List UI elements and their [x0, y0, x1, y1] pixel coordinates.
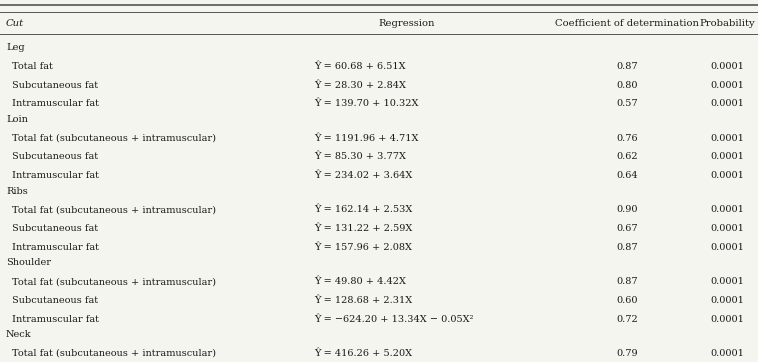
Text: 0.0001: 0.0001	[711, 134, 744, 143]
Text: Leg: Leg	[6, 43, 25, 52]
Text: 0.0001: 0.0001	[711, 277, 744, 286]
Text: Ŷ = 49.80 + 4.42X: Ŷ = 49.80 + 4.42X	[315, 277, 406, 286]
Text: Subcutaneous fat: Subcutaneous fat	[12, 224, 99, 233]
Text: Shoulder: Shoulder	[6, 258, 51, 267]
Text: Ŷ = 139.70 + 10.32X: Ŷ = 139.70 + 10.32X	[315, 100, 419, 109]
Text: 0.76: 0.76	[616, 134, 638, 143]
Text: 0.0001: 0.0001	[711, 349, 744, 358]
Text: 0.0001: 0.0001	[711, 62, 744, 71]
Text: Coefficient of determination: Coefficient of determination	[556, 19, 699, 28]
Text: 0.0001: 0.0001	[711, 81, 744, 90]
Text: 0.64: 0.64	[616, 171, 638, 180]
Text: Probability: Probability	[700, 19, 756, 28]
Text: Ŷ = 60.68 + 6.51X: Ŷ = 60.68 + 6.51X	[315, 62, 406, 71]
Text: Ribs: Ribs	[6, 186, 28, 195]
Text: Ŷ = 128.68 + 2.31X: Ŷ = 128.68 + 2.31X	[315, 296, 413, 305]
Text: 0.57: 0.57	[616, 100, 638, 109]
Text: Ŷ = 1191.96 + 4.71X: Ŷ = 1191.96 + 4.71X	[315, 134, 419, 143]
Text: Ŷ = −624.20 + 13.34X − 0.05X²: Ŷ = −624.20 + 13.34X − 0.05X²	[315, 315, 474, 324]
Text: Ŷ = 157.96 + 2.08X: Ŷ = 157.96 + 2.08X	[315, 243, 412, 252]
Text: Subcutaneous fat: Subcutaneous fat	[12, 81, 99, 90]
Text: Ŷ = 85.30 + 3.77X: Ŷ = 85.30 + 3.77X	[315, 152, 406, 161]
Text: 0.60: 0.60	[616, 296, 638, 305]
Text: 0.87: 0.87	[616, 62, 638, 71]
Text: Intramuscular fat: Intramuscular fat	[12, 243, 99, 252]
Text: Ŷ = 162.14 + 2.53X: Ŷ = 162.14 + 2.53X	[315, 205, 413, 214]
Text: Total fat (subcutaneous + intramuscular): Total fat (subcutaneous + intramuscular)	[12, 134, 216, 143]
Text: Neck: Neck	[6, 330, 32, 339]
Text: Subcutaneous fat: Subcutaneous fat	[12, 152, 99, 161]
Text: 0.79: 0.79	[616, 349, 638, 358]
Text: Total fat (subcutaneous + intramuscular): Total fat (subcutaneous + intramuscular)	[12, 349, 216, 358]
Text: 0.0001: 0.0001	[711, 152, 744, 161]
Text: 0.0001: 0.0001	[711, 243, 744, 252]
Text: Ŷ = 131.22 + 2.59X: Ŷ = 131.22 + 2.59X	[315, 224, 413, 233]
Text: 0.72: 0.72	[616, 315, 638, 324]
Text: Intramuscular fat: Intramuscular fat	[12, 171, 99, 180]
Text: Subcutaneous fat: Subcutaneous fat	[12, 296, 99, 305]
Text: 0.0001: 0.0001	[711, 171, 744, 180]
Text: 0.80: 0.80	[616, 81, 638, 90]
Text: 0.0001: 0.0001	[711, 315, 744, 324]
Text: 0.0001: 0.0001	[711, 205, 744, 214]
Text: 0.87: 0.87	[616, 243, 638, 252]
Text: Intramuscular fat: Intramuscular fat	[12, 315, 99, 324]
Text: Intramuscular fat: Intramuscular fat	[12, 100, 99, 109]
Text: Loin: Loin	[6, 115, 28, 124]
Text: Ŷ = 416.26 + 5.20X: Ŷ = 416.26 + 5.20X	[315, 349, 412, 358]
Text: 0.67: 0.67	[616, 224, 638, 233]
Text: Total fat: Total fat	[12, 62, 53, 71]
Text: 0.90: 0.90	[616, 205, 638, 214]
Text: Regression: Regression	[378, 19, 435, 28]
Text: Ŷ = 28.30 + 2.84X: Ŷ = 28.30 + 2.84X	[315, 81, 406, 90]
Text: Ŷ = 234.02 + 3.64X: Ŷ = 234.02 + 3.64X	[315, 171, 413, 180]
Text: 0.62: 0.62	[616, 152, 638, 161]
Text: 0.0001: 0.0001	[711, 100, 744, 109]
Text: 0.0001: 0.0001	[711, 296, 744, 305]
Text: 0.0001: 0.0001	[711, 224, 744, 233]
Text: 0.87: 0.87	[616, 277, 638, 286]
Text: Total fat (subcutaneous + intramuscular): Total fat (subcutaneous + intramuscular)	[12, 277, 216, 286]
Text: Cut: Cut	[6, 19, 24, 28]
Text: Total fat (subcutaneous + intramuscular): Total fat (subcutaneous + intramuscular)	[12, 205, 216, 214]
